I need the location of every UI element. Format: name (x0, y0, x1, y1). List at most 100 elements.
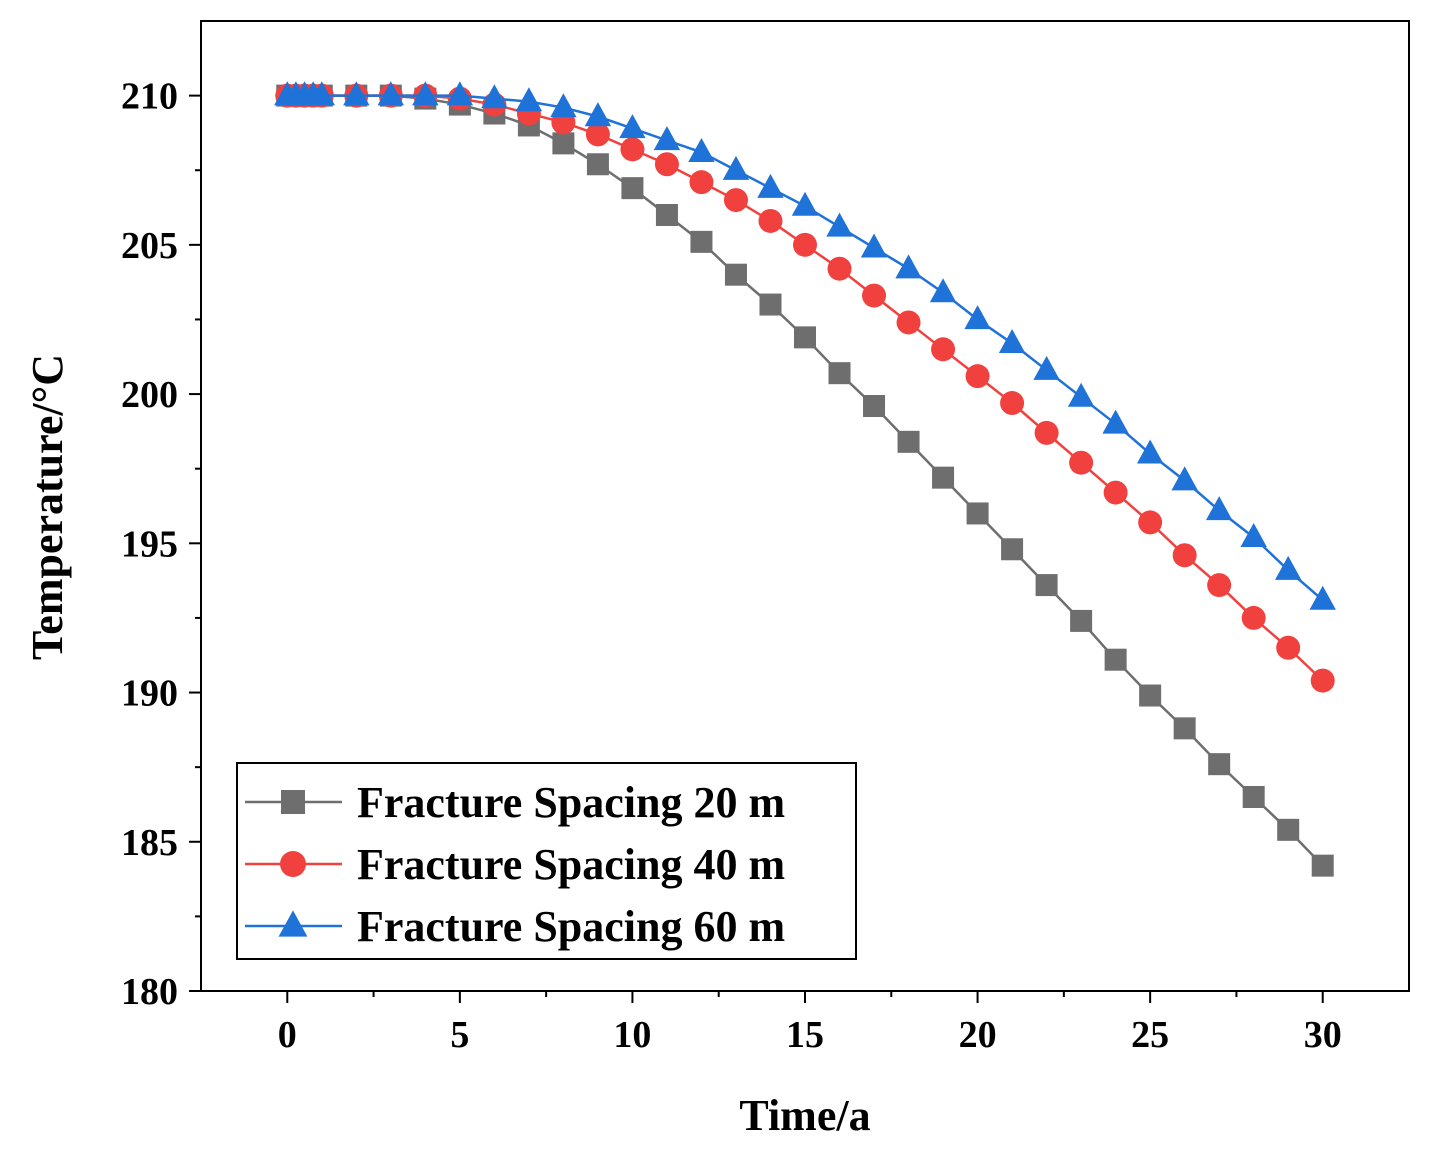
data-point (412, 81, 439, 106)
x-axis-label: Time/a (739, 1091, 870, 1140)
data-point (619, 114, 646, 139)
data-point (1001, 538, 1024, 561)
data-point (863, 395, 886, 418)
data-point (1139, 684, 1162, 707)
data-point (862, 283, 887, 308)
data-point (1070, 609, 1093, 632)
data-point (1205, 496, 1233, 521)
data-point (621, 177, 644, 200)
data-point (966, 502, 989, 525)
data-point (1241, 605, 1266, 630)
data-point (998, 329, 1026, 354)
data-point (1103, 480, 1128, 505)
y-tick-label: 180 (121, 971, 178, 1013)
data-point (1138, 510, 1163, 535)
data-point (1035, 574, 1058, 597)
legend-marker (280, 851, 306, 877)
data-point (654, 152, 679, 177)
data-point (515, 87, 543, 112)
data-point (932, 466, 955, 489)
data-point (481, 84, 508, 109)
data-point (929, 278, 957, 303)
series-2 (275, 83, 1335, 693)
y-tick-label: 205 (121, 225, 178, 267)
data-point (723, 188, 748, 213)
data-point (964, 305, 991, 330)
data-point (1172, 543, 1197, 568)
legend: Fracture Spacing 20 m Fracture Spacing 40… (236, 762, 857, 960)
series-3 (274, 81, 1336, 610)
x-tick-label: 5 (450, 1014, 469, 1056)
data-point (965, 364, 990, 389)
y-tick-label: 195 (121, 523, 178, 565)
data-point (793, 232, 817, 257)
data-point (827, 256, 852, 281)
axes: 0 5 10 15 20 25 30 180 185 190 195 200 205 210 (121, 20, 1410, 1056)
data-point (653, 126, 681, 151)
data-point (690, 230, 713, 253)
data-point (826, 212, 853, 237)
y-tick-label: 200 (121, 374, 178, 416)
y-tick-label: 185 (121, 822, 178, 864)
x-tick-label: 0 (278, 1014, 297, 1056)
data-point (1000, 391, 1025, 416)
data-point (722, 155, 750, 180)
data-point (689, 170, 714, 195)
data-point (688, 138, 715, 163)
data-point (828, 362, 851, 385)
data-point (1171, 466, 1198, 491)
data-point (758, 208, 783, 233)
data-point (620, 137, 645, 162)
data-point (1136, 439, 1164, 464)
data-point (1102, 409, 1129, 434)
data-point (1067, 382, 1095, 407)
data-point (1275, 555, 1302, 580)
legend-marker (281, 790, 305, 814)
legend-label: Fracture Spacing 20 m (357, 778, 785, 827)
legend-item: Fracture Spacing 60 m (245, 902, 785, 951)
series-line (287, 94, 1324, 682)
data-point (1173, 717, 1196, 740)
data-point (759, 293, 782, 316)
legend-item: Fracture Spacing 20 m (245, 778, 785, 827)
data-point (585, 122, 610, 147)
data-point (655, 204, 678, 226)
data-point (724, 263, 747, 286)
legend-item: Fracture Spacing 40 m (245, 840, 785, 889)
legend-label: Fracture Spacing 40 m (357, 840, 785, 889)
legend-label: Fracture Spacing 60 m (357, 902, 785, 951)
data-point (1208, 753, 1231, 776)
y-axis-label: Temperature/°C (23, 354, 72, 660)
data-point (1069, 450, 1094, 475)
data-point (1240, 523, 1267, 548)
x-tick-label: 25 (1131, 1014, 1169, 1056)
x-tick-label: 15 (786, 1014, 824, 1056)
data-point (1242, 786, 1265, 808)
x-tick-label: 10 (613, 1014, 651, 1056)
data-point (794, 326, 816, 349)
data-point (1104, 648, 1127, 671)
data-point (1276, 635, 1301, 660)
data-point (897, 430, 920, 453)
data-point (446, 81, 474, 106)
data-point (1309, 585, 1336, 610)
data-point (896, 310, 921, 335)
y-tick-label: 210 (121, 76, 178, 118)
data-point (860, 233, 888, 258)
data-point (308, 81, 335, 106)
data-point (586, 153, 609, 176)
data-point (1034, 420, 1059, 445)
data-point (1310, 668, 1335, 693)
data-point (791, 191, 819, 216)
data-point (550, 93, 577, 118)
data-point (1311, 854, 1334, 877)
x-tick-label: 20 (959, 1014, 997, 1056)
data-point (584, 102, 612, 127)
series-layer (274, 81, 1336, 877)
data-point (552, 132, 575, 155)
y-tick-label: 190 (121, 673, 178, 715)
series-line (287, 94, 1324, 601)
data-point (1277, 818, 1300, 841)
